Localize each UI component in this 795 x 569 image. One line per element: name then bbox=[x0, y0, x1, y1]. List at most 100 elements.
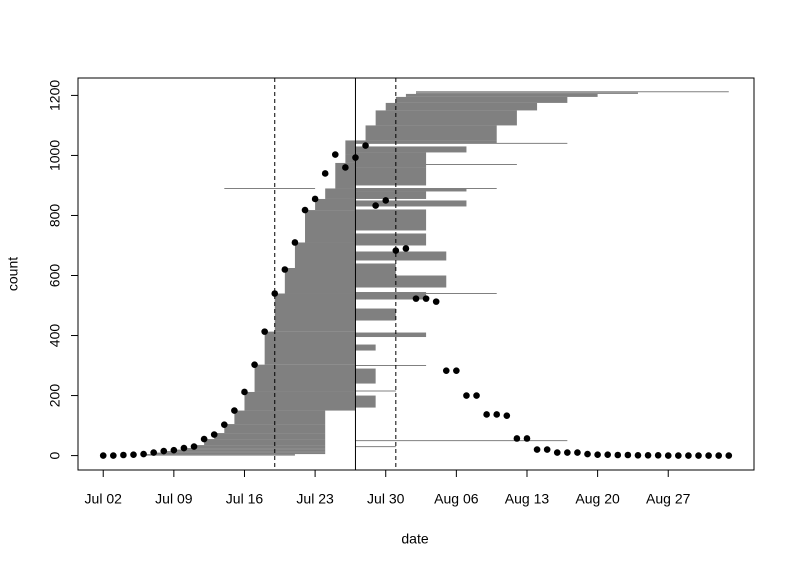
point bbox=[301, 206, 309, 214]
point bbox=[493, 411, 501, 418]
point bbox=[271, 290, 279, 297]
point bbox=[564, 449, 571, 456]
y-axis-label: count bbox=[5, 257, 21, 291]
y-tick-label: 800 bbox=[47, 204, 63, 228]
point bbox=[483, 411, 490, 418]
x-tick-label: Aug 20 bbox=[575, 491, 620, 507]
x-tick-label: Jul 02 bbox=[85, 491, 123, 507]
interval-band bbox=[355, 395, 376, 408]
interval-band bbox=[173, 449, 326, 452]
y-tick-label: 600 bbox=[47, 264, 63, 288]
interval-band bbox=[194, 445, 326, 449]
interval-band bbox=[405, 93, 598, 97]
interval-band bbox=[416, 92, 638, 94]
x-tick-label: Aug 06 bbox=[434, 491, 479, 507]
interval-band bbox=[355, 152, 427, 168]
interval-band bbox=[345, 154, 356, 163]
interval-band bbox=[244, 391, 356, 411]
point bbox=[311, 195, 319, 203]
y-tick-label: 400 bbox=[47, 324, 63, 348]
x-tick-label: Jul 09 bbox=[155, 491, 193, 507]
interval-band bbox=[355, 209, 427, 231]
x-tick-label: Aug 13 bbox=[505, 491, 550, 507]
point bbox=[291, 239, 299, 246]
x-tick-label: Aug 27 bbox=[646, 491, 691, 507]
point bbox=[705, 452, 712, 459]
point bbox=[180, 444, 188, 452]
interval-band bbox=[355, 188, 467, 192]
interval-band bbox=[325, 188, 356, 199]
point bbox=[231, 407, 238, 414]
interval-band bbox=[355, 292, 427, 300]
point bbox=[261, 328, 268, 335]
point bbox=[675, 452, 682, 459]
interval-band bbox=[355, 308, 396, 321]
point bbox=[533, 446, 541, 453]
interval-band bbox=[355, 140, 497, 144]
point bbox=[594, 451, 601, 458]
point bbox=[715, 452, 722, 459]
y-tick-label: 1200 bbox=[47, 80, 63, 111]
point bbox=[99, 452, 107, 459]
interval-band bbox=[355, 332, 427, 338]
point bbox=[664, 452, 672, 459]
x-axis-label: date bbox=[401, 531, 428, 547]
interval-band bbox=[294, 242, 356, 268]
point bbox=[604, 451, 612, 458]
y-tick-label: 1000 bbox=[47, 140, 63, 171]
point bbox=[473, 392, 480, 399]
point bbox=[725, 452, 733, 459]
point bbox=[120, 451, 127, 459]
interval-band bbox=[254, 364, 356, 392]
interval-band bbox=[355, 200, 467, 207]
point bbox=[352, 154, 359, 161]
interval-band bbox=[355, 167, 427, 186]
point bbox=[634, 451, 642, 459]
point bbox=[644, 451, 652, 459]
point bbox=[372, 202, 379, 209]
point bbox=[553, 449, 561, 456]
interval-band bbox=[385, 102, 538, 111]
interval-band bbox=[183, 448, 326, 450]
point bbox=[463, 392, 470, 399]
point bbox=[543, 446, 551, 453]
interval-band bbox=[305, 210, 356, 243]
point bbox=[362, 142, 369, 149]
point bbox=[170, 446, 178, 454]
y-tick-label: 0 bbox=[47, 451, 63, 459]
point bbox=[523, 435, 531, 442]
interval-band bbox=[234, 410, 326, 425]
interval-band bbox=[163, 451, 326, 453]
interval-band bbox=[345, 140, 356, 155]
point bbox=[342, 164, 349, 171]
interval-band bbox=[264, 331, 356, 365]
interval-band bbox=[355, 368, 376, 384]
point bbox=[321, 170, 329, 177]
point bbox=[422, 295, 430, 302]
point bbox=[584, 450, 591, 458]
interval-band bbox=[355, 191, 427, 199]
point bbox=[442, 367, 450, 374]
interval-band bbox=[375, 110, 517, 126]
point bbox=[331, 151, 339, 158]
interval-band bbox=[214, 433, 326, 440]
y-tick-label: 200 bbox=[47, 384, 63, 408]
interval-band bbox=[204, 439, 326, 446]
interval-band bbox=[355, 146, 467, 153]
point bbox=[432, 298, 440, 305]
point bbox=[110, 452, 117, 459]
point bbox=[685, 452, 692, 459]
interval-band bbox=[355, 275, 447, 288]
point bbox=[150, 449, 157, 456]
x-tick-label: Jul 30 bbox=[367, 491, 405, 507]
point bbox=[412, 295, 420, 302]
point bbox=[200, 435, 208, 443]
interval-band bbox=[335, 162, 356, 189]
point bbox=[453, 367, 460, 374]
point bbox=[220, 421, 228, 428]
point bbox=[160, 447, 168, 455]
x-tick-label: Jul 23 bbox=[296, 491, 334, 507]
interval-band bbox=[355, 263, 396, 276]
point bbox=[392, 247, 400, 254]
interval-band bbox=[284, 267, 356, 294]
